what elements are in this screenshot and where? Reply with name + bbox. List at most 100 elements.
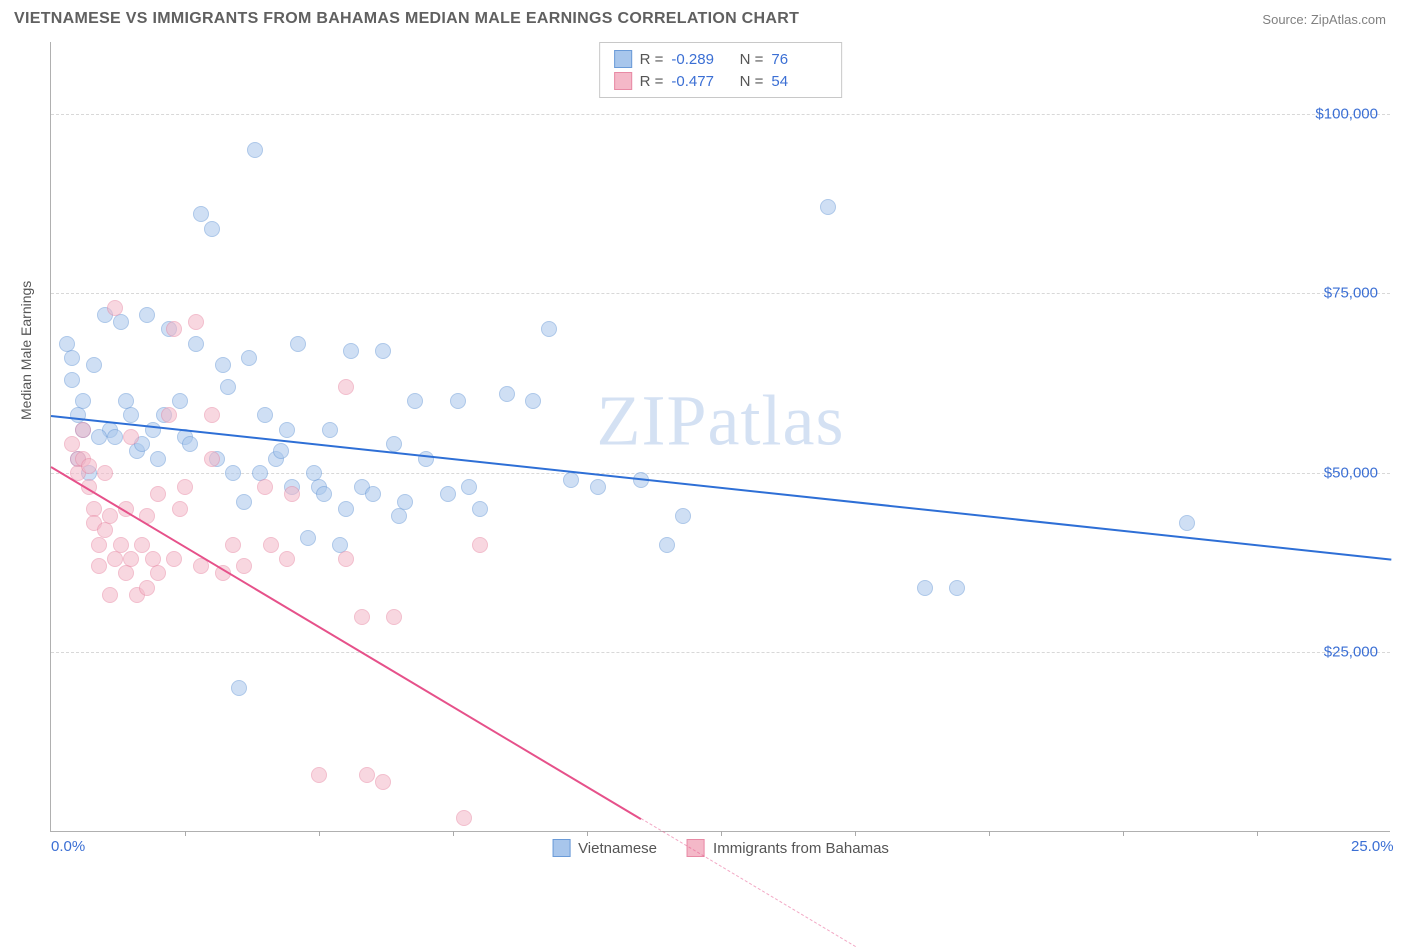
data-point bbox=[225, 537, 241, 553]
data-point bbox=[338, 551, 354, 567]
legend-item: Immigrants from Bahamas bbox=[687, 839, 889, 857]
data-point bbox=[247, 142, 263, 158]
data-point bbox=[338, 379, 354, 395]
data-point bbox=[236, 494, 252, 510]
data-point bbox=[343, 343, 359, 359]
data-point bbox=[134, 537, 150, 553]
data-point bbox=[257, 407, 273, 423]
data-point bbox=[97, 465, 113, 481]
data-point bbox=[279, 422, 295, 438]
data-point bbox=[215, 357, 231, 373]
data-point bbox=[225, 465, 241, 481]
data-point bbox=[311, 767, 327, 783]
data-point bbox=[499, 386, 515, 402]
data-point bbox=[107, 429, 123, 445]
data-point bbox=[145, 422, 161, 438]
stat-n-label: N = bbox=[735, 51, 763, 68]
data-point bbox=[123, 551, 139, 567]
legend-label: Vietnamese bbox=[578, 840, 657, 857]
data-point bbox=[450, 393, 466, 409]
data-point bbox=[102, 587, 118, 603]
data-point bbox=[220, 379, 236, 395]
data-point bbox=[75, 422, 91, 438]
data-point bbox=[182, 436, 198, 452]
stat-r-value: -0.289 bbox=[671, 51, 727, 68]
data-point bbox=[300, 530, 316, 546]
data-point bbox=[284, 486, 300, 502]
x-tick-mark bbox=[721, 831, 722, 836]
data-point bbox=[123, 429, 139, 445]
stat-r-value: -0.477 bbox=[671, 73, 727, 90]
data-point bbox=[306, 465, 322, 481]
stat-row: R = -0.289 N = 76 bbox=[614, 48, 828, 70]
data-point bbox=[391, 508, 407, 524]
y-tick-label: $50,000 bbox=[1324, 464, 1378, 481]
data-point bbox=[86, 357, 102, 373]
data-point bbox=[273, 443, 289, 459]
data-point bbox=[316, 486, 332, 502]
stat-n-value: 76 bbox=[771, 51, 827, 68]
legend-label: Immigrants from Bahamas bbox=[713, 840, 889, 857]
data-point bbox=[97, 522, 113, 538]
data-point bbox=[365, 486, 381, 502]
data-point bbox=[81, 458, 97, 474]
data-point bbox=[204, 451, 220, 467]
x-tick-mark bbox=[989, 831, 990, 836]
data-point bbox=[257, 479, 273, 495]
x-tick-mark bbox=[453, 831, 454, 836]
data-point bbox=[118, 393, 134, 409]
y-tick-label: $25,000 bbox=[1324, 644, 1378, 661]
data-point bbox=[139, 307, 155, 323]
data-point bbox=[107, 300, 123, 316]
data-point bbox=[386, 609, 402, 625]
data-point bbox=[241, 350, 257, 366]
data-point bbox=[231, 680, 247, 696]
data-point bbox=[172, 501, 188, 517]
data-point bbox=[166, 321, 182, 337]
data-point bbox=[917, 580, 933, 596]
y-tick-label: $100,000 bbox=[1315, 105, 1378, 122]
data-point bbox=[354, 609, 370, 625]
x-tick-mark bbox=[185, 831, 186, 836]
data-point bbox=[659, 537, 675, 553]
data-point bbox=[177, 479, 193, 495]
data-point bbox=[375, 343, 391, 359]
x-tick-label: 0.0% bbox=[51, 838, 85, 855]
data-point bbox=[236, 558, 252, 574]
data-point bbox=[123, 407, 139, 423]
data-point bbox=[188, 314, 204, 330]
correlation-stats-box: R =-0.289 N =76R =-0.477 N =54 bbox=[599, 42, 843, 98]
data-point bbox=[166, 551, 182, 567]
x-tick-mark bbox=[1123, 831, 1124, 836]
data-point bbox=[204, 407, 220, 423]
data-point bbox=[91, 537, 107, 553]
data-point bbox=[150, 565, 166, 581]
data-point bbox=[375, 774, 391, 790]
series-swatch bbox=[614, 72, 632, 90]
data-point bbox=[113, 537, 129, 553]
data-point bbox=[675, 508, 691, 524]
legend-item: Vietnamese bbox=[552, 839, 657, 857]
data-point bbox=[338, 501, 354, 517]
data-point bbox=[949, 580, 965, 596]
data-point bbox=[525, 393, 541, 409]
stat-row: R =-0.477 N =54 bbox=[614, 70, 828, 92]
series-swatch bbox=[614, 50, 632, 68]
stat-r-label: R = bbox=[640, 51, 664, 68]
data-point bbox=[107, 551, 123, 567]
data-point bbox=[64, 350, 80, 366]
watermark: ZIPatlas bbox=[597, 379, 845, 462]
x-tick-mark bbox=[855, 831, 856, 836]
data-point bbox=[161, 407, 177, 423]
data-point bbox=[418, 451, 434, 467]
data-point bbox=[279, 551, 295, 567]
chart-title: VIETNAMESE VS IMMIGRANTS FROM BAHAMAS ME… bbox=[14, 10, 799, 28]
y-axis-label: Median Male Earnings bbox=[18, 281, 34, 420]
data-point bbox=[386, 436, 402, 452]
data-point bbox=[139, 580, 155, 596]
data-point bbox=[1179, 515, 1195, 531]
trend-line bbox=[50, 466, 641, 820]
stat-r-label: R = bbox=[640, 73, 664, 90]
data-point bbox=[91, 558, 107, 574]
x-tick-mark bbox=[587, 831, 588, 836]
